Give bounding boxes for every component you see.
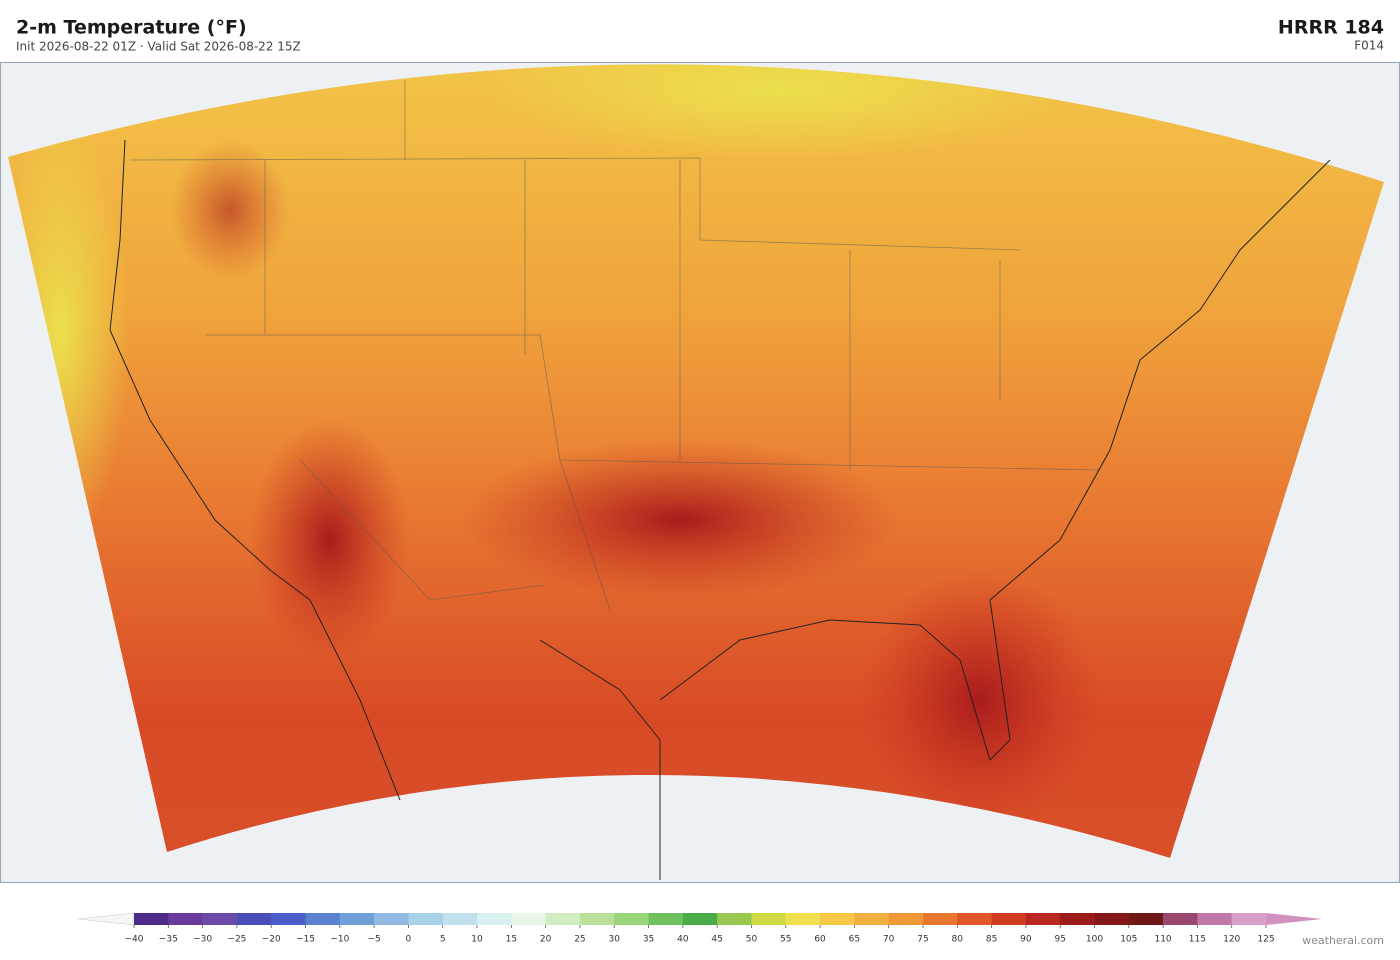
colorbar-under — [77, 912, 135, 926]
colorbar-tick-label: 30 — [609, 935, 621, 945]
colorbar-segment — [477, 913, 512, 925]
colorbar-tick-label: 125 — [1257, 935, 1274, 945]
colorbar-tick-label: 10 — [471, 935, 483, 945]
colorbar-segment — [785, 913, 821, 925]
colorbar-segment — [168, 913, 203, 925]
model-label: HRRR 184 — [1278, 17, 1384, 39]
colorbar-segment — [751, 913, 787, 925]
colorbar-tick-label: 100 — [1086, 935, 1103, 945]
colorbar-segment — [374, 913, 409, 925]
colorbar-tick-label: −35 — [159, 935, 178, 945]
colorbar-segment — [442, 913, 478, 925]
colorbar-segment — [1163, 913, 1198, 925]
state-borders — [129, 80, 1101, 611]
colorbar-tick-label: 75 — [917, 935, 928, 945]
colorbar-tick-label: 105 — [1120, 935, 1137, 945]
colorbar-segment — [236, 913, 272, 925]
colorbar-segment — [271, 913, 306, 925]
colorbar-segment — [717, 913, 752, 925]
colorbar-tick-label: −15 — [296, 935, 315, 945]
colorbar-tick-label: 110 — [1154, 935, 1171, 945]
subtitle: Init 2026-08-22 01Z · Valid Sat 2026-08-… — [16, 40, 301, 54]
colorbar-segment — [1231, 913, 1267, 925]
colorbar-tick-label: 35 — [643, 935, 654, 945]
colorbar-segment — [1060, 913, 1095, 925]
colorbar-tick-label: 120 — [1223, 935, 1240, 945]
colorbar-segment — [854, 913, 889, 925]
colorbar-tick-label: 45 — [711, 935, 722, 945]
temperature-field — [8, 64, 1384, 859]
colorbar-tick-label: 115 — [1189, 935, 1206, 945]
colorbar-segment — [922, 913, 958, 925]
colorbar-tick-label: −30 — [193, 935, 212, 945]
colorbar-tick-label: −25 — [227, 935, 246, 945]
colorbar-segment — [614, 913, 649, 925]
colorbar-tick-label: 65 — [849, 935, 860, 945]
colorbar-segment — [511, 913, 546, 925]
colorbar-segment — [888, 913, 924, 925]
colorbar-segment — [1128, 913, 1164, 925]
credit: weatherai.com — [1302, 934, 1384, 947]
colorbar-segment — [820, 913, 855, 925]
colorbar-tick-label: 5 — [440, 935, 446, 945]
colorbar-segment — [408, 913, 444, 925]
colorbar-segment — [305, 913, 341, 925]
colorbar-segment — [648, 913, 684, 925]
colorbar-segment — [339, 913, 375, 925]
colorbar-tick-label: 80 — [952, 935, 964, 945]
colorbar-segment — [1025, 913, 1061, 925]
colorbar-segment — [134, 913, 169, 925]
colorbar-tick-label: −20 — [262, 935, 281, 945]
colorbar-tick-label: 15 — [506, 935, 517, 945]
colorbar-tick-label: 40 — [677, 935, 689, 945]
colorbar-tick-label: 70 — [883, 935, 895, 945]
colorbar-tick-label: 85 — [986, 935, 997, 945]
colorbar-tick-label: 0 — [406, 935, 412, 945]
colorbar-segment — [957, 913, 992, 925]
forecast-hour: F014 — [1354, 39, 1384, 53]
coastlines — [109, 139, 1331, 880]
title: 2-m Temperature (°F) — [16, 17, 247, 39]
colorbar: −40 −35 −30 −25 −20 −15 −10 −5 0 5 10 15 20 25 30 35 40 4… — [77, 912, 1322, 945]
colorbar-segment — [1094, 913, 1130, 925]
colorbar-tick-label: 60 — [814, 935, 826, 945]
colorbar-tick-label: 25 — [574, 935, 585, 945]
colorbar-tick-label: 20 — [540, 935, 552, 945]
colorbar-tick-label: 90 — [1020, 935, 1032, 945]
colorbar-tick-label: 95 — [1054, 935, 1065, 945]
colorbar-segment — [991, 913, 1027, 925]
colorbar-tick-label: 55 — [780, 935, 791, 945]
colorbar-segment — [202, 913, 238, 925]
colorbar-segment — [682, 913, 718, 925]
colorbar-segment — [545, 913, 581, 925]
colorbar-tick-label: −10 — [330, 935, 349, 945]
colorbar-segment — [579, 913, 615, 925]
colorbar-tick-label: −40 — [125, 935, 144, 945]
colorbar-tick-label: −5 — [367, 935, 380, 945]
colorbar-tick-label: 50 — [746, 935, 758, 945]
colorbar-over — [1266, 913, 1322, 925]
colorbar-segment — [1197, 913, 1232, 925]
